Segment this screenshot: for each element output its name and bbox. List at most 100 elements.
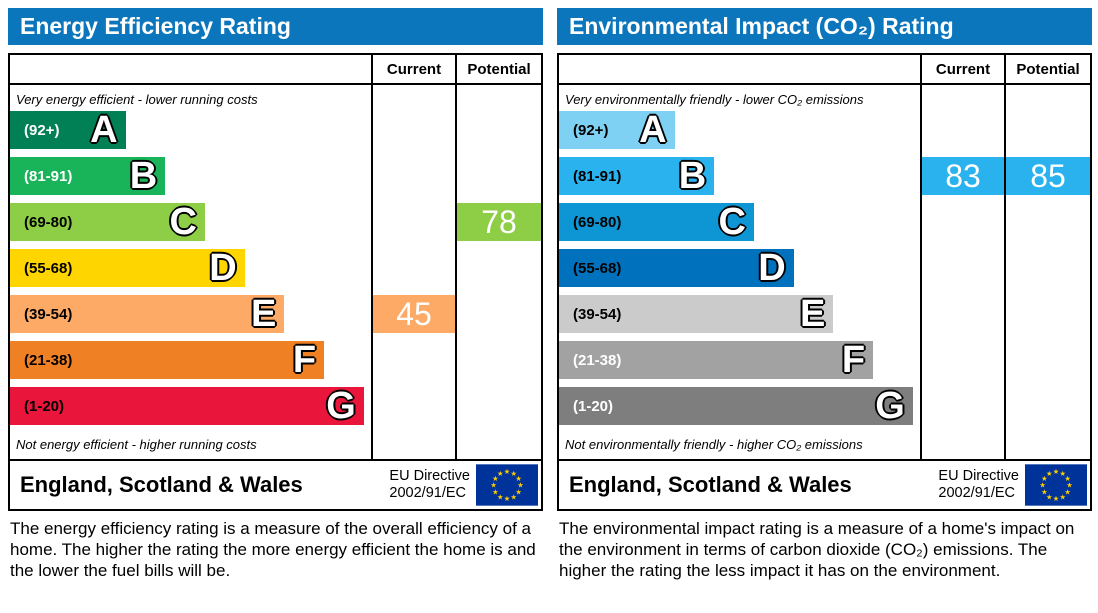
band-range: (81-91) xyxy=(24,167,73,185)
current-column-header: Current xyxy=(920,55,1004,85)
svg-text:★: ★ xyxy=(1066,481,1072,490)
potential-column: 85 xyxy=(1004,85,1090,459)
band-letter: E xyxy=(800,293,826,335)
potential-rating-indicator: 85 xyxy=(1006,157,1090,195)
band-row-c: (69-80) C xyxy=(10,203,371,241)
potential-column: 78 xyxy=(455,85,541,459)
svg-text:★: ★ xyxy=(1046,469,1052,478)
svg-text:★: ★ xyxy=(1059,492,1065,501)
band-row-e: (39-54) E xyxy=(10,295,371,333)
potential-column-header: Potential xyxy=(455,55,541,85)
chart-footer: England, Scotland & Wales EU Directive 2… xyxy=(559,459,1090,509)
band-row-d: (55-68) D xyxy=(559,249,920,287)
band-range: (81-91) xyxy=(573,167,622,185)
environmental-impact-title-bar: Environmental Impact (CO₂) Rating xyxy=(557,8,1092,45)
region-label: England, Scotland & Wales xyxy=(569,472,852,497)
environmental-impact-title: Environmental Impact (CO₂) Rating xyxy=(569,13,954,39)
band-letter: C xyxy=(718,201,746,243)
band-range: (92+) xyxy=(573,121,609,139)
svg-text:★: ★ xyxy=(1039,481,1045,490)
band-bar-b: (81-91) B xyxy=(559,155,715,197)
svg-text:★: ★ xyxy=(510,492,516,501)
band-letter: G xyxy=(326,385,356,427)
band-row-e: (39-54) E xyxy=(559,295,920,333)
band-letter: C xyxy=(169,201,197,243)
eu-directive-line1: EU Directive xyxy=(389,468,470,485)
bands-area: Very environmentally friendly - lower CO… xyxy=(559,85,920,459)
energy-efficiency-title: Energy Efficiency Rating xyxy=(20,13,291,39)
band-range: (21-38) xyxy=(573,351,622,369)
svg-text:★: ★ xyxy=(1053,494,1059,503)
band-row-g: (1-20) G xyxy=(10,387,371,425)
svg-text:★: ★ xyxy=(492,474,498,483)
eu-flag-icon: ★ ★★ ★★★ ★★★ ★★★ xyxy=(476,464,538,506)
energy-efficiency-panel: Energy Efficiency Rating Current Potenti… xyxy=(0,0,549,582)
band-bar-g: (1-20) G xyxy=(10,387,364,425)
current-column: 83 xyxy=(920,85,1004,459)
band-row-c: (69-80) C xyxy=(559,203,920,241)
svg-text:★: ★ xyxy=(1053,467,1059,476)
header-spacer xyxy=(10,55,371,85)
svg-text:★: ★ xyxy=(490,481,496,490)
band-bar-e: (39-54) E xyxy=(559,293,834,335)
band-row-a: (92+) A xyxy=(10,111,371,149)
svg-text:★: ★ xyxy=(1059,469,1065,478)
svg-text:★: ★ xyxy=(1041,487,1047,496)
band-bar-a: (92+) A xyxy=(559,111,675,149)
band-letter: A xyxy=(639,109,667,151)
bottom-caption: Not environmentally friendly - higher CO… xyxy=(565,437,863,452)
band-bar-g: (1-20) G xyxy=(559,387,913,425)
band-letter: A xyxy=(90,109,118,151)
environmental-impact-description: The environmental impact rating is a mea… xyxy=(559,519,1075,580)
band-letter: D xyxy=(209,247,237,289)
rating-bands: (92+) A (81-91) B (69-80) C (55-68) D (39-54) E (2… xyxy=(559,111,920,425)
band-row-b: (81-91) B xyxy=(559,157,920,195)
band-letter: F xyxy=(292,339,317,381)
eu-directive-label: EU Directive 2002/91/EC xyxy=(938,468,1019,501)
svg-text:★: ★ xyxy=(517,481,523,490)
epc-ratings: Energy Efficiency Rating Current Potenti… xyxy=(0,0,1092,582)
svg-text:★: ★ xyxy=(1064,487,1070,496)
rating-bands: (92+) A (81-91) B (69-80) C (55-68) D (39-54) E (2… xyxy=(10,111,371,425)
band-letter: F xyxy=(841,339,866,381)
band-bar-a: (92+) A xyxy=(10,111,126,149)
current-rating-indicator: 83 xyxy=(922,157,1004,195)
svg-text:★: ★ xyxy=(492,487,498,496)
band-row-g: (1-20) G xyxy=(559,387,920,425)
band-row-a: (92+) A xyxy=(559,111,920,149)
band-bar-d: (55-68) D xyxy=(559,249,794,287)
band-letter: G xyxy=(875,385,905,427)
band-bar-e: (39-54) E xyxy=(10,295,285,333)
band-bar-f: (21-38) F xyxy=(559,339,874,381)
band-bar-c: (69-80) C xyxy=(559,203,754,241)
eu-directive-label: EU Directive 2002/91/EC xyxy=(389,468,470,501)
svg-text:★: ★ xyxy=(510,469,516,478)
svg-text:★: ★ xyxy=(1064,474,1070,483)
svg-text:★: ★ xyxy=(515,474,521,483)
band-range: (39-54) xyxy=(24,305,73,323)
energy-efficiency-chart: Current Potential Very energy efficient … xyxy=(8,53,543,511)
environmental-impact-chart: Current Potential Very environmentally f… xyxy=(557,53,1092,511)
region-label: England, Scotland & Wales xyxy=(20,472,303,497)
eu-directive-line2: 2002/91/EC xyxy=(938,485,1016,501)
current-column-header: Current xyxy=(371,55,455,85)
energy-efficiency-description: The energy efficiency rating is a measur… xyxy=(10,519,536,580)
current-rating-indicator: 45 xyxy=(373,295,455,333)
eu-flag-icon: ★ ★★ ★★★ ★★★ ★★★ xyxy=(1025,464,1087,506)
band-row-f: (21-38) F xyxy=(559,341,920,379)
band-letter: D xyxy=(758,247,786,289)
bottom-caption: Not energy efficient - higher running co… xyxy=(16,437,257,452)
current-column: 45 xyxy=(371,85,455,459)
svg-text:★: ★ xyxy=(504,494,510,503)
band-range: (69-80) xyxy=(24,213,73,231)
band-letter: B xyxy=(129,155,158,197)
band-letter: B xyxy=(678,155,707,197)
band-range: (1-20) xyxy=(573,397,614,415)
eu-directive-line1: EU Directive xyxy=(938,468,1019,485)
band-bar-d: (55-68) D xyxy=(10,249,245,287)
svg-text:★: ★ xyxy=(504,467,510,476)
band-range: (1-20) xyxy=(24,397,65,415)
top-caption: Very environmentally friendly - lower CO… xyxy=(565,92,864,107)
potential-column-header: Potential xyxy=(1004,55,1090,85)
svg-text:★: ★ xyxy=(497,469,503,478)
